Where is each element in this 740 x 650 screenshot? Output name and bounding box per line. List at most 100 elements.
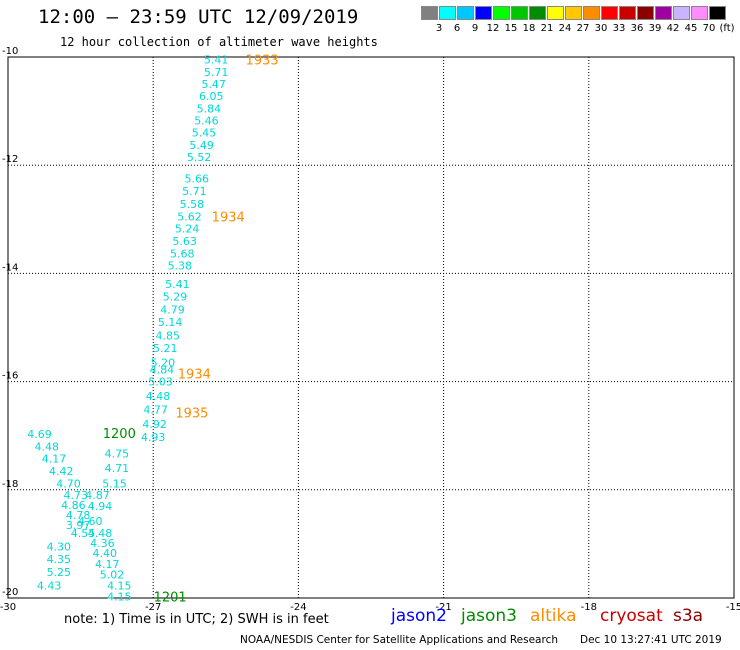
color-swatch (457, 6, 474, 20)
color-legend-label: 70 (702, 23, 716, 34)
wave-height-value: 4.94 (88, 500, 113, 513)
wave-height-value: 5.63 (172, 235, 197, 248)
pass-time-label: 1201 (154, 590, 187, 605)
map-subtitle: 12 hour collection of altimeter wave hei… (60, 35, 378, 49)
color-legend-label: 45 (684, 23, 698, 34)
wave-height-value: 4.70 (56, 477, 81, 490)
wave-height-value: 3.97 (66, 519, 91, 532)
lon-tick-label: -21 (435, 602, 451, 613)
wave-height-value: 4.15 (107, 580, 132, 593)
wave-height-value: 4.85 (155, 330, 180, 343)
color-swatch (709, 6, 726, 20)
wave-height-value: 4.93 (141, 431, 166, 444)
wave-height-value: 4.87 (85, 489, 110, 502)
lat-tick-label: -18 (2, 479, 18, 490)
wave-height-value: 5.62 (177, 211, 202, 224)
lat-tick-label: -12 (2, 154, 18, 165)
wave-height-value: 4.77 (143, 404, 168, 417)
lat-tick-label: -16 (2, 371, 18, 382)
wave-height-value: 5.66 (185, 173, 210, 186)
lon-tick-label: -24 (290, 602, 306, 613)
lon-tick-label: -18 (581, 602, 597, 613)
color-legend-label: 21 (540, 23, 554, 34)
lon-tick-label: -30 (0, 602, 16, 613)
generated-timestamp: Dec 10 13:27:41 UTC 2019 (580, 634, 722, 646)
wave-height-value: 5.14 (158, 316, 183, 329)
wave-height-value: 4.48 (34, 441, 59, 454)
color-swatch (475, 6, 492, 20)
color-legend-label: 42 (666, 23, 680, 34)
color-swatch (673, 6, 690, 20)
color-swatch (565, 6, 582, 20)
color-swatch (583, 6, 600, 20)
color-legend-label: 39 (648, 23, 662, 34)
wave-height-value: 5.02 (100, 569, 125, 582)
wave-height-value: 4.55 (71, 527, 96, 540)
color-legend-label: 27 (576, 23, 590, 34)
wave-height-value: 5.52 (187, 151, 212, 164)
wave-height-value: 6.05 (199, 90, 224, 103)
wave-height-value: 4.78 (66, 509, 91, 522)
color-legend-label: 12 (486, 23, 500, 34)
wave-height-value: 5.49 (189, 139, 214, 152)
wave-height-value: 5.47 (201, 78, 226, 91)
wave-height-value: 4.17 (42, 452, 67, 465)
map-frame (7, 56, 735, 599)
wave-height-value: 4.48 (88, 527, 113, 540)
wave-height-value: 5.58 (180, 198, 205, 211)
lat-tick-label: -20 (2, 587, 18, 598)
wave-height-value: 5.41 (204, 54, 229, 67)
legend-jason2: jason2 (391, 606, 447, 626)
color-swatch (691, 6, 708, 20)
legend-jason3: jason3 (461, 606, 517, 626)
legend-cryosat: cryosat (600, 606, 663, 626)
wave-height-value: 4.48 (146, 390, 171, 403)
wave-height-value: 5.21 (153, 342, 178, 355)
wave-height-value: 5.84 (197, 102, 222, 115)
wave-height-value: 4.75 (105, 448, 130, 461)
pass-time-label: 1934 (212, 211, 245, 226)
wave-height-value: 5.71 (182, 185, 207, 198)
color-legend-label: 33 (612, 23, 626, 34)
map-title: 12:00 — 23:59 UTC 12/09/2019 (38, 6, 359, 28)
color-legend-label: 9 (471, 23, 479, 34)
color-legend-label: 36 (630, 23, 644, 34)
legend-s3a: s3a (673, 606, 704, 626)
wave-height-value: 4.40 (93, 547, 118, 560)
lat-tick-label: -14 (2, 262, 18, 273)
wave-height-value: 4.30 (47, 541, 72, 554)
wave-height-value: 4.15 (107, 590, 132, 603)
legend-altika: altika (530, 606, 577, 626)
color-legend-label: 6 (453, 23, 461, 34)
wave-height-value: 4.69 (27, 428, 52, 441)
wave-height-value: 5.29 (163, 291, 188, 304)
wave-height-value: 5.38 (168, 259, 193, 272)
color-swatch (601, 6, 618, 20)
color-swatch (511, 6, 528, 20)
wave-height-value: 4.35 (47, 553, 72, 566)
pass-time-label: 1933 (246, 54, 279, 69)
credit-line: NOAA/NESDIS Center for Satellite Applica… (240, 634, 558, 646)
wave-height-value: 4.36 (90, 537, 115, 550)
color-swatch (421, 6, 438, 20)
wave-height-value: 4.86 (61, 499, 86, 512)
color-swatch (493, 6, 510, 20)
lon-tick-label: -27 (145, 602, 161, 613)
wave-height-value: 4.73 (64, 489, 89, 502)
color-legend-label: 3 (435, 23, 443, 34)
color-legend-label: 24 (558, 23, 572, 34)
wave-height-value: 5.25 (47, 566, 72, 579)
color-swatch (439, 6, 456, 20)
wave-height-value: 4.92 (142, 418, 167, 431)
color-swatch (637, 6, 654, 20)
wave-height-value: 5.15 (102, 477, 127, 490)
color-swatch (547, 6, 564, 20)
color-swatch (619, 6, 636, 20)
wave-height-value: 5.45 (192, 127, 217, 140)
wave-height-value: 4.42 (49, 465, 74, 478)
color-swatch (655, 6, 672, 20)
wave-height-value: 5.46 (194, 114, 219, 127)
wave-height-value: 4.71 (105, 462, 130, 475)
color-legend-label: 18 (522, 23, 536, 34)
